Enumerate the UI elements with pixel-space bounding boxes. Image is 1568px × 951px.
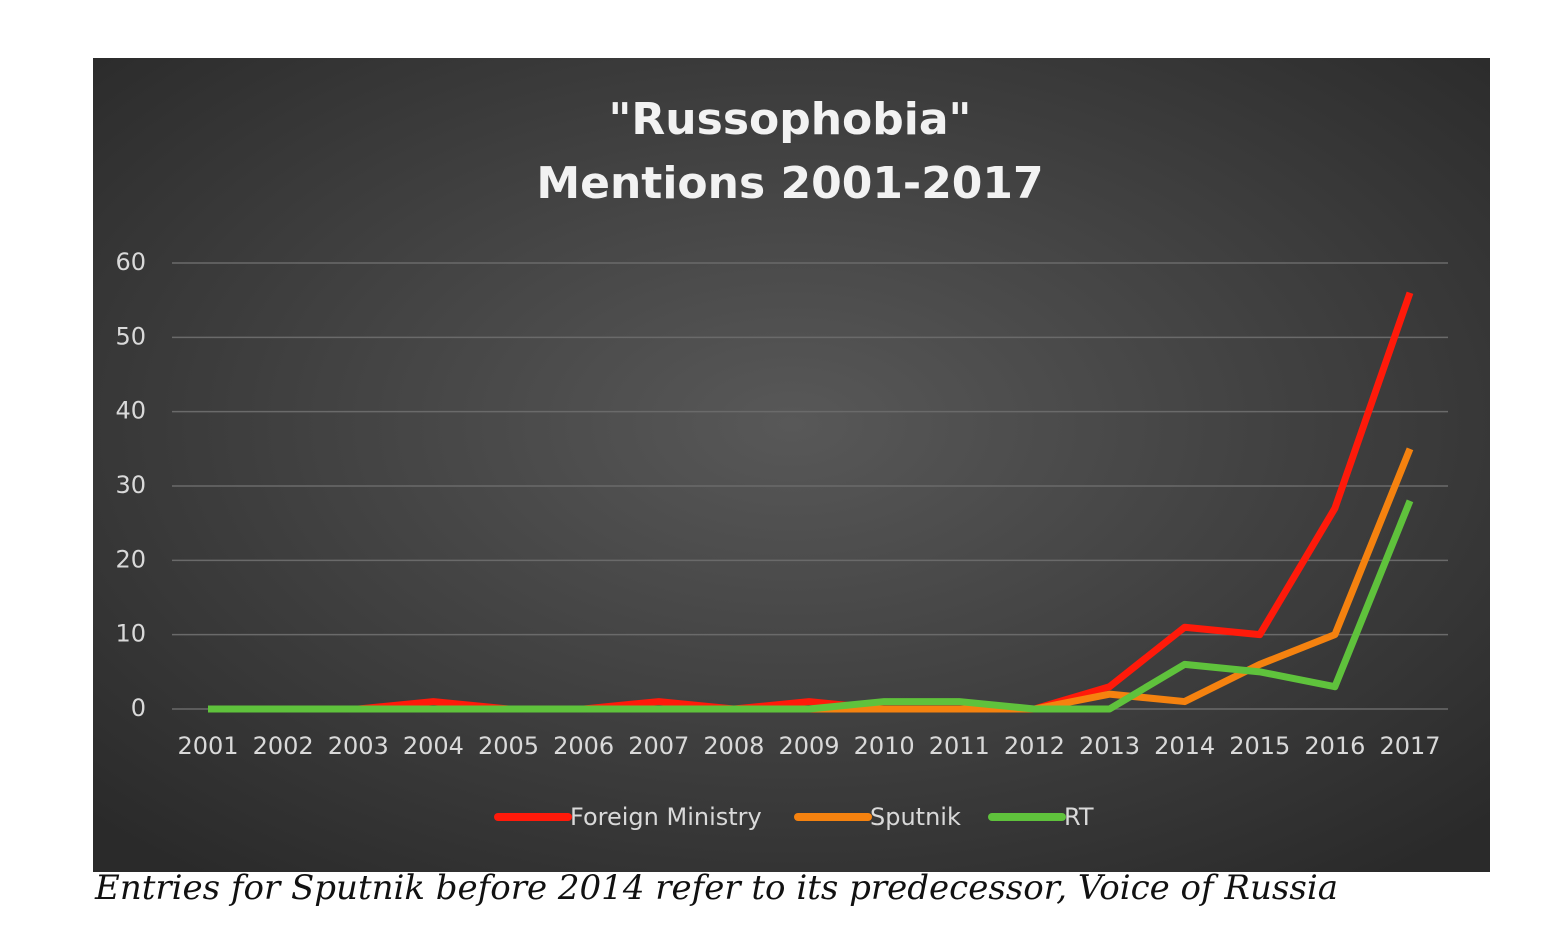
legend-label: RT — [1064, 803, 1094, 831]
x-tick-label: 2003 — [328, 732, 389, 760]
x-tick-label: 2002 — [253, 732, 314, 760]
x-tick-label: 2012 — [1004, 732, 1065, 760]
x-tick-label: 2005 — [478, 732, 539, 760]
data-line — [208, 499, 1414, 713]
y-tick-label: 0 — [131, 694, 146, 722]
y-tick-label: 30 — [115, 471, 146, 499]
x-tick-label: 2015 — [1229, 732, 1290, 760]
x-tick-label: 2008 — [703, 732, 764, 760]
y-tick-label: 10 — [115, 620, 146, 648]
legend-label: Foreign Ministry — [570, 803, 762, 831]
y-tick-label: 20 — [115, 545, 146, 573]
x-tick-label: 2009 — [778, 732, 839, 760]
legend-label: Sputnik — [870, 803, 961, 831]
chart-background — [93, 58, 1490, 872]
chart-title: "Russophobia" — [609, 94, 972, 145]
caption: Entries for Sputnik before 2014 refer to… — [95, 868, 1338, 908]
x-tick-label: 2014 — [1154, 732, 1215, 760]
x-tick-label: 2017 — [1379, 732, 1440, 760]
x-tick-label: 2007 — [628, 732, 689, 760]
x-tick-label: 2004 — [403, 732, 464, 760]
x-tick-label: 2011 — [929, 732, 990, 760]
x-tick-label: 2013 — [1079, 732, 1140, 760]
y-tick-label: 50 — [115, 322, 146, 350]
data-line — [208, 291, 1414, 713]
x-tick-label: 2010 — [854, 732, 915, 760]
chart-title: Mentions 2001-2017 — [536, 158, 1043, 209]
y-tick-label: 60 — [115, 248, 146, 276]
x-tick-label: 2001 — [177, 732, 238, 760]
x-tick-label: 2006 — [553, 732, 614, 760]
x-tick-label: 2016 — [1304, 732, 1365, 760]
y-tick-label: 40 — [115, 397, 146, 425]
